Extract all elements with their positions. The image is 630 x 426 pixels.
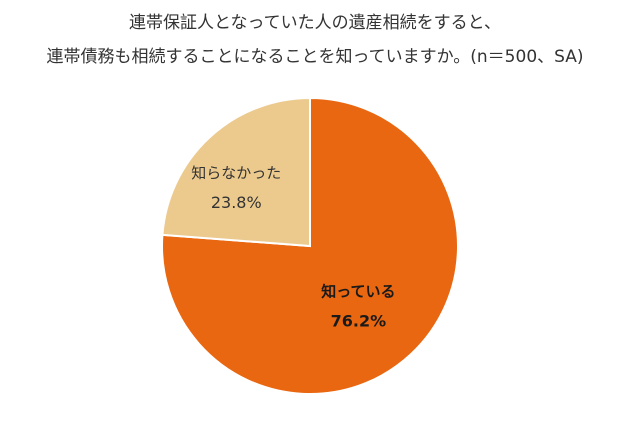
pie-slice-2: [161, 96, 311, 248]
slice-value-2: 23.8%: [211, 193, 262, 212]
slice-label-2: 知らなかった: [191, 164, 281, 182]
chart-title-line-1: 連帯保証人となっていた人の遺産相続をすると、: [129, 13, 501, 33]
slice-value-1: 76.2%: [331, 312, 387, 331]
chart-title-line-2: 連帯債務も相続することになることを知っていますか。(n＝500、SA): [46, 47, 584, 67]
slice-label-1: 知っている: [321, 283, 395, 301]
